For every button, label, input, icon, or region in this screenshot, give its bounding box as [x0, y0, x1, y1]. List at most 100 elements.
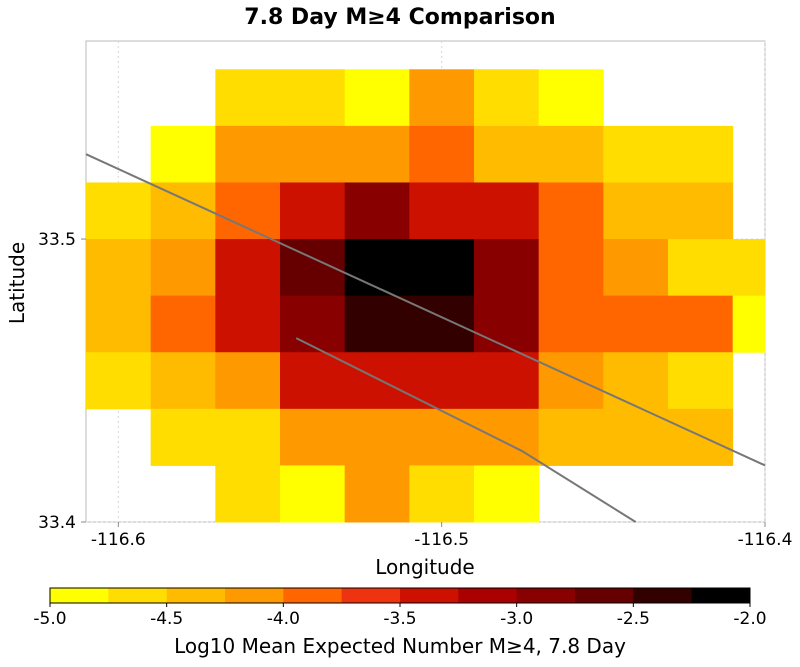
heatmap-cell: [86, 295, 152, 353]
heatmap-cells: [86, 69, 766, 523]
heatmap-cell: [474, 352, 540, 410]
heatmap-cell: [344, 69, 410, 127]
colorbar-swatch: [633, 588, 693, 603]
y-tick-label: 33.5: [38, 230, 76, 250]
colorbar-tick-label: -3.5: [383, 609, 416, 629]
colorbar-tick-label: -5.0: [33, 609, 66, 629]
heatmap-cell: [344, 465, 410, 523]
colorbar-swatch: [225, 588, 284, 603]
heatmap-cell: [603, 125, 669, 183]
heatmap-cell: [86, 182, 152, 240]
x-tick-label: -116.4: [738, 530, 793, 550]
heatmap-cell: [474, 465, 540, 523]
heatmap-cell: [150, 295, 216, 353]
heatmap-cell: [668, 125, 734, 183]
heatmap-cell: [474, 69, 540, 127]
heatmap-cell: [668, 182, 734, 240]
y-tick-label: 33.4: [38, 513, 76, 533]
heatmap-cell: [86, 239, 152, 297]
colorbar-swatch: [458, 588, 518, 603]
heatmap-cell: [344, 125, 410, 183]
heatmap-cell: [538, 239, 604, 297]
heatmap-cell: [409, 239, 475, 297]
heatmap-cell: [215, 69, 281, 127]
heatmap-cell: [215, 239, 281, 297]
heatmap-cell: [603, 295, 669, 353]
heatmap-cell: [215, 408, 281, 466]
heatmap-cell: [474, 182, 540, 240]
colorbar-tick-label: -2.5: [617, 609, 650, 629]
chart-title: 7.8 Day M≥4 Comparison: [244, 5, 555, 30]
heatmap-cell: [732, 239, 766, 297]
heatmap-cell: [474, 295, 540, 353]
heatmap-cell: [409, 408, 475, 466]
colorbar-swatch: [283, 588, 343, 603]
colorbar: [49, 587, 751, 604]
colorbar-swatch: [108, 588, 168, 603]
x-axis-label: Longitude: [375, 555, 474, 579]
heatmap-cell: [538, 408, 604, 466]
fault-line: [295, 337, 637, 523]
heatmap-cell: [215, 295, 281, 353]
heatmap-cell: [538, 182, 604, 240]
heatmap-cell: [215, 125, 281, 183]
heatmap-cell: [474, 125, 540, 183]
heatmap-cell: [668, 408, 734, 466]
heatmap-cell: [280, 465, 346, 523]
heatmap-cell: [603, 182, 669, 240]
heatmap-cell: [150, 182, 216, 240]
heatmap-cell: [474, 239, 540, 297]
colorbar-tick-label: -3.0: [500, 609, 533, 629]
colorbar-swatch: [516, 588, 576, 603]
fault-line: [85, 153, 766, 467]
heatmap-cell: [280, 182, 346, 240]
heatmap-cell: [603, 352, 669, 410]
heatmap-cell: [344, 408, 410, 466]
heatmap-cell: [150, 408, 216, 466]
heatmap-cell: [474, 408, 540, 466]
heatmap-cell: [668, 352, 734, 410]
heatmap-cell: [668, 295, 734, 353]
heatmap-cell: [409, 182, 475, 240]
heatmap-cell: [732, 295, 766, 353]
y-axis-label: Latitude: [5, 242, 29, 324]
heatmap-cell: [280, 69, 346, 127]
heatmap-cell: [538, 69, 604, 127]
heatmap-cell: [344, 295, 410, 353]
heatmap-cell: [150, 125, 216, 183]
colorbar-swatch: [341, 588, 401, 603]
heatmap-cell: [215, 465, 281, 523]
colorbar-tick-label: -4.5: [150, 609, 183, 629]
colorbar-swatch: [50, 588, 109, 603]
colorbar-swatch: [691, 588, 751, 603]
colorbar-swatch: [575, 588, 634, 603]
heatmap-cell: [603, 239, 669, 297]
heatmap-cell: [150, 239, 216, 297]
colorbar-swatch: [166, 588, 226, 603]
heatmap-cell: [280, 352, 346, 410]
colorbar-ticks: -5.0 -4.5 -4.0 -3.5 -3.0 -2.5 -2.0: [33, 603, 767, 629]
heatmap-cell: [409, 465, 475, 523]
colorbar-swatch: [400, 588, 459, 603]
heatmap-cell: [409, 352, 475, 410]
heatmap-cell: [280, 408, 346, 466]
heatmap-cell: [215, 182, 281, 240]
heatmap-cell: [280, 295, 346, 353]
fault-lines: [85, 153, 766, 523]
heatmap-cell: [538, 295, 604, 353]
heatmap-cell: [603, 408, 669, 466]
y-axis-ticks: 33.5 33.4: [38, 230, 86, 533]
heatmap-cell: [538, 352, 604, 410]
heatmap-cell: [280, 125, 346, 183]
heatmap-cell: [150, 352, 216, 410]
colorbar-tick-label: -2.0: [733, 609, 766, 629]
heatmap-cell: [409, 69, 475, 127]
heatmap-cell: [409, 295, 475, 353]
colorbar-tick-label: -4.0: [267, 609, 300, 629]
heatmap-cell: [86, 352, 152, 410]
heatmap-cell: [344, 182, 410, 240]
heatmap-cell: [344, 352, 410, 410]
x-tick-label: -116.6: [91, 530, 146, 550]
heatmap-cell: [538, 125, 604, 183]
